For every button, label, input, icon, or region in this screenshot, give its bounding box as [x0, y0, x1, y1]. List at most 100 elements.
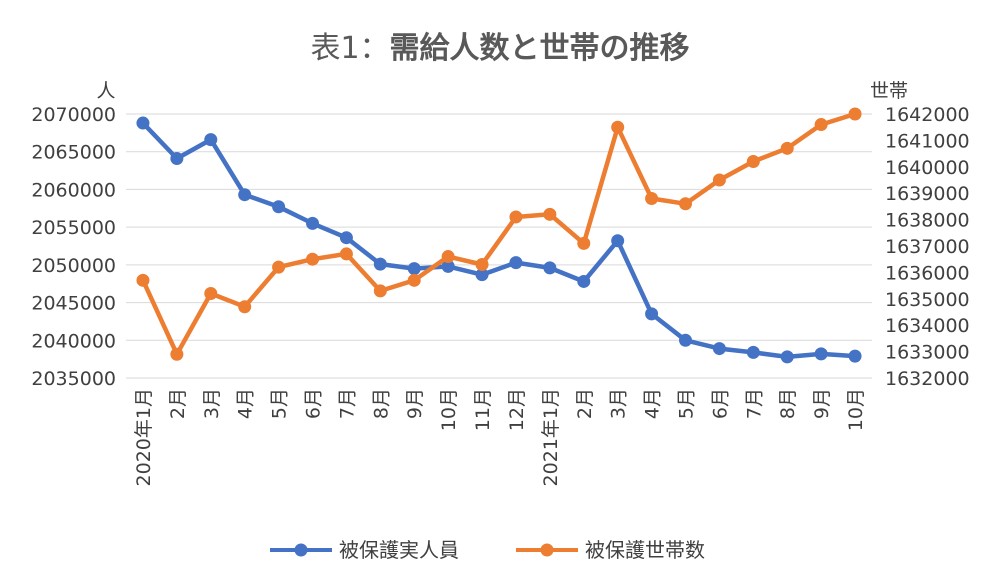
- data-point[interactable]: [407, 273, 421, 287]
- x-tick-label: 2020年1月: [133, 388, 155, 486]
- data-point[interactable]: [645, 307, 659, 321]
- series-group: [136, 107, 862, 364]
- data-point[interactable]: [577, 274, 591, 288]
- data-point[interactable]: [611, 120, 625, 134]
- x-tick-label: 6月: [709, 388, 731, 419]
- data-point[interactable]: [712, 342, 726, 356]
- data-point[interactable]: [475, 268, 489, 282]
- legend-item-2[interactable]: 被保護世帯数: [516, 538, 705, 562]
- data-point[interactable]: [814, 347, 828, 361]
- x-tick-label: 7月: [336, 388, 358, 419]
- series-line: [141, 121, 856, 360]
- x-tick-label: 6月: [303, 388, 325, 419]
- series-line: [140, 111, 856, 357]
- x-tick-label: 12月: [506, 388, 528, 431]
- data-point[interactable]: [339, 231, 353, 245]
- left-axis-unit: 人: [96, 80, 115, 102]
- left-tick-label: 2040000: [31, 330, 116, 352]
- data-point[interactable]: [780, 141, 794, 155]
- right-tick-label: 1632000: [885, 368, 970, 390]
- series-1: [136, 116, 862, 364]
- legend-label: 被保護世帯数: [585, 538, 705, 562]
- data-point[interactable]: [204, 287, 218, 301]
- x-tick-label: 11月: [472, 388, 494, 431]
- legend-label: 被保護実人員: [339, 538, 459, 562]
- x-tick-label: 2021年1月: [540, 388, 562, 486]
- left-tick-label: 2050000: [31, 255, 116, 277]
- right-tick-label: 1634000: [885, 315, 970, 337]
- left-tick-label: 2070000: [31, 104, 116, 126]
- legend-marker-dot: [294, 543, 308, 557]
- data-point[interactable]: [814, 118, 828, 132]
- chart-title-main: 需給人数と世帯の推移: [390, 31, 690, 66]
- left-tick-label: 2055000: [31, 217, 116, 239]
- right-tick-label: 1633000: [885, 342, 970, 364]
- x-tick-label: 5月: [269, 388, 291, 419]
- data-point[interactable]: [746, 155, 760, 169]
- left-axis-ticks: 2035000 2040000 2045000 2050000 2055000 20600…: [31, 104, 116, 390]
- data-point[interactable]: [746, 345, 760, 359]
- right-tick-label: 1637000: [885, 236, 970, 258]
- data-point[interactable]: [509, 210, 523, 224]
- data-point[interactable]: [543, 261, 557, 275]
- data-point[interactable]: [339, 247, 353, 261]
- data-point[interactable]: [679, 333, 692, 347]
- data-point[interactable]: [848, 107, 862, 121]
- data-point[interactable]: [272, 200, 286, 214]
- data-point[interactable]: [272, 260, 286, 274]
- x-tick-label: 9月: [811, 388, 833, 419]
- x-tick-label: 5月: [676, 388, 698, 419]
- data-point[interactable]: [204, 133, 218, 147]
- x-tick-label: 2月: [167, 388, 189, 419]
- right-tick-label: 1641000: [885, 130, 970, 152]
- data-point[interactable]: [509, 256, 523, 270]
- data-point[interactable]: [441, 259, 455, 273]
- data-point[interactable]: [441, 250, 455, 264]
- right-tick-label: 1640000: [885, 157, 970, 179]
- right-tick-label: 1642000: [885, 104, 970, 126]
- data-point[interactable]: [780, 350, 794, 364]
- data-point[interactable]: [679, 197, 692, 211]
- data-point[interactable]: [306, 252, 319, 266]
- left-tick-label: 2060000: [31, 179, 116, 201]
- x-tick-label: 10月: [438, 388, 460, 431]
- x-tick-label: 8月: [370, 388, 392, 419]
- data-point[interactable]: [238, 188, 252, 202]
- x-tick-label: 3月: [608, 388, 630, 419]
- data-point[interactable]: [136, 116, 150, 130]
- x-tick-label: 8月: [777, 388, 799, 419]
- series-2: [136, 107, 862, 361]
- data-point[interactable]: [373, 284, 387, 298]
- data-point[interactable]: [306, 216, 319, 230]
- data-point[interactable]: [475, 257, 489, 271]
- chart-title: 表1：需給人数と世帯の推移: [310, 31, 689, 66]
- x-tick-label: 3月: [201, 388, 223, 419]
- legend-marker-dot: [540, 543, 554, 557]
- data-point[interactable]: [407, 262, 421, 276]
- x-tick-label: 4月: [235, 388, 257, 419]
- chart-title-prefix: 表1：: [310, 31, 389, 66]
- data-point[interactable]: [238, 300, 252, 314]
- data-point[interactable]: [170, 152, 184, 166]
- data-point[interactable]: [136, 273, 150, 287]
- data-point[interactable]: [645, 191, 659, 205]
- right-tick-label: 1639000: [885, 183, 970, 205]
- data-point[interactable]: [712, 173, 726, 187]
- right-axis-unit: 世帯: [870, 80, 908, 102]
- x-tick-label: 2月: [574, 388, 596, 419]
- legend: 被保護実人員 被保護世帯数: [270, 538, 705, 562]
- data-point[interactable]: [543, 207, 557, 221]
- data-point[interactable]: [848, 349, 862, 363]
- x-tick-label: 4月: [642, 388, 664, 419]
- data-point[interactable]: [170, 347, 184, 361]
- right-tick-label: 1638000: [885, 210, 970, 232]
- data-point[interactable]: [577, 236, 591, 250]
- right-tick-label: 1635000: [885, 289, 970, 311]
- data-point[interactable]: [373, 257, 387, 271]
- right-tick-label: 1636000: [885, 262, 970, 284]
- data-point[interactable]: [611, 234, 625, 248]
- legend-item-1[interactable]: 被保護実人員: [270, 538, 459, 562]
- x-tick-label: 7月: [743, 388, 765, 419]
- left-tick-label: 2035000: [31, 368, 116, 390]
